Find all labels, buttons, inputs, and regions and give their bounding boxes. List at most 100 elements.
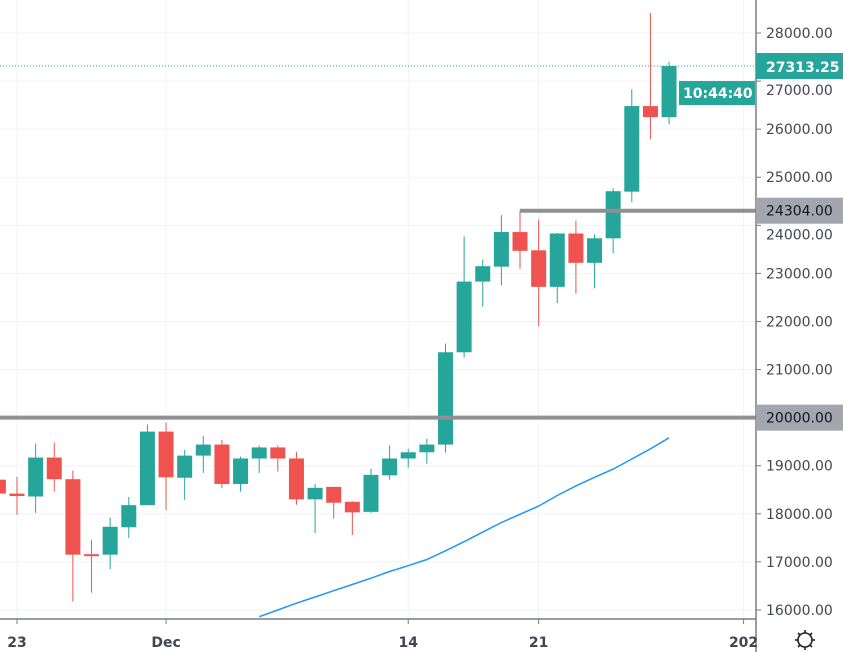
candle-body	[9, 493, 25, 497]
candle-body	[177, 455, 193, 478]
candle-body	[587, 238, 603, 263]
candle-body	[549, 233, 565, 287]
candle	[493, 215, 509, 286]
candle	[177, 449, 193, 500]
candle	[642, 12, 658, 140]
candle	[28, 443, 44, 513]
candle-body	[605, 191, 621, 239]
candle-body	[158, 431, 174, 478]
candle	[46, 442, 62, 492]
candle-body	[437, 352, 453, 445]
candle	[456, 236, 472, 358]
candle-body	[512, 232, 528, 251]
candle	[288, 451, 304, 505]
candles-layer	[0, 12, 677, 602]
candle-body	[139, 431, 155, 506]
candle	[9, 476, 25, 515]
candle	[139, 424, 155, 506]
y-tick-label: 16000.00	[766, 603, 833, 619]
candle	[84, 539, 100, 593]
candle-body	[531, 250, 547, 287]
candle-body	[400, 452, 416, 459]
y-tick-label: 25000.00	[766, 170, 833, 186]
candle	[121, 496, 137, 538]
horizontal-lines-layer[interactable]	[0, 65, 756, 420]
candle-body	[28, 457, 44, 497]
y-tick-label: 24000.00	[766, 228, 833, 244]
candle-body	[419, 444, 435, 453]
moving-average-layer	[258, 437, 670, 618]
candle	[587, 234, 603, 289]
candle-body	[0, 479, 6, 494]
candle-body	[270, 447, 286, 459]
candle	[624, 89, 640, 203]
grid	[0, 0, 756, 619]
y-tick-label: 19000.00	[766, 459, 833, 475]
axis-labels: 16000.00 17000.00 18000.00 19000.00 21000.00…	[7, 26, 843, 651]
candle-body	[326, 486, 342, 503]
candle-body	[121, 505, 137, 528]
candle	[661, 61, 677, 125]
candle	[344, 501, 360, 535]
candle-body	[251, 447, 267, 459]
candle	[382, 445, 398, 480]
candle	[251, 445, 267, 473]
y-tick-label: 17000.00	[766, 555, 833, 571]
axes	[0, 0, 761, 652]
countdown-label-bg	[679, 81, 755, 106]
candle-body	[214, 444, 230, 484]
candle-body	[307, 487, 323, 500]
x-tick-label: Dec	[151, 635, 180, 651]
settings-gear-icon[interactable]	[795, 630, 815, 650]
x-tick-label: 202	[729, 635, 758, 651]
candle	[214, 439, 230, 488]
candle-body	[382, 458, 398, 476]
horizontal-line-price-label: 20000.00	[766, 411, 833, 427]
y-tick-label: 28000.00	[766, 26, 833, 42]
y-tick-label: 21000.00	[766, 363, 833, 379]
x-tick-label: 21	[529, 635, 548, 651]
candle-body	[65, 479, 81, 555]
horizontal-line-price-label: 24304.00	[766, 204, 833, 220]
candle	[158, 422, 174, 510]
candle-body	[642, 106, 658, 118]
candle	[326, 486, 342, 519]
candle	[307, 483, 323, 534]
y-tick-label: 22000.00	[766, 314, 833, 330]
candle-body	[661, 66, 677, 118]
candle-body	[102, 526, 118, 555]
last-price-label: 27313.25	[766, 60, 840, 76]
candle-body	[46, 457, 62, 480]
x-tick-label: 23	[7, 635, 26, 651]
candle	[400, 448, 416, 468]
horizontal-line-price-label-bg	[756, 197, 843, 224]
candle-body	[456, 281, 472, 353]
bar-countdown-label: 10:44:40	[683, 86, 753, 102]
candle-body	[344, 501, 360, 513]
candle-body	[195, 444, 211, 456]
candle	[437, 343, 453, 453]
candle-body	[475, 266, 491, 282]
candle-body	[624, 106, 640, 192]
candle	[605, 188, 621, 254]
y-tick-label: 27000.00	[766, 83, 833, 99]
candle	[233, 456, 249, 492]
candle	[102, 517, 118, 570]
candle-body	[363, 474, 379, 512]
candle	[195, 435, 211, 473]
last-price-label-bg	[756, 53, 843, 80]
candle-body	[568, 233, 584, 263]
horizontal-line-price-label-bg	[756, 404, 843, 431]
moving-average-line	[258, 437, 670, 618]
candle-body	[288, 458, 304, 500]
candle-body	[84, 554, 100, 557]
candle	[549, 233, 565, 304]
candle-body	[233, 458, 249, 484]
candle	[65, 470, 81, 602]
candle	[512, 210, 528, 269]
y-tick-label: 23000.00	[766, 266, 833, 282]
candle	[475, 259, 491, 307]
candle-body	[493, 232, 509, 267]
x-tick-label: 14	[398, 635, 418, 651]
